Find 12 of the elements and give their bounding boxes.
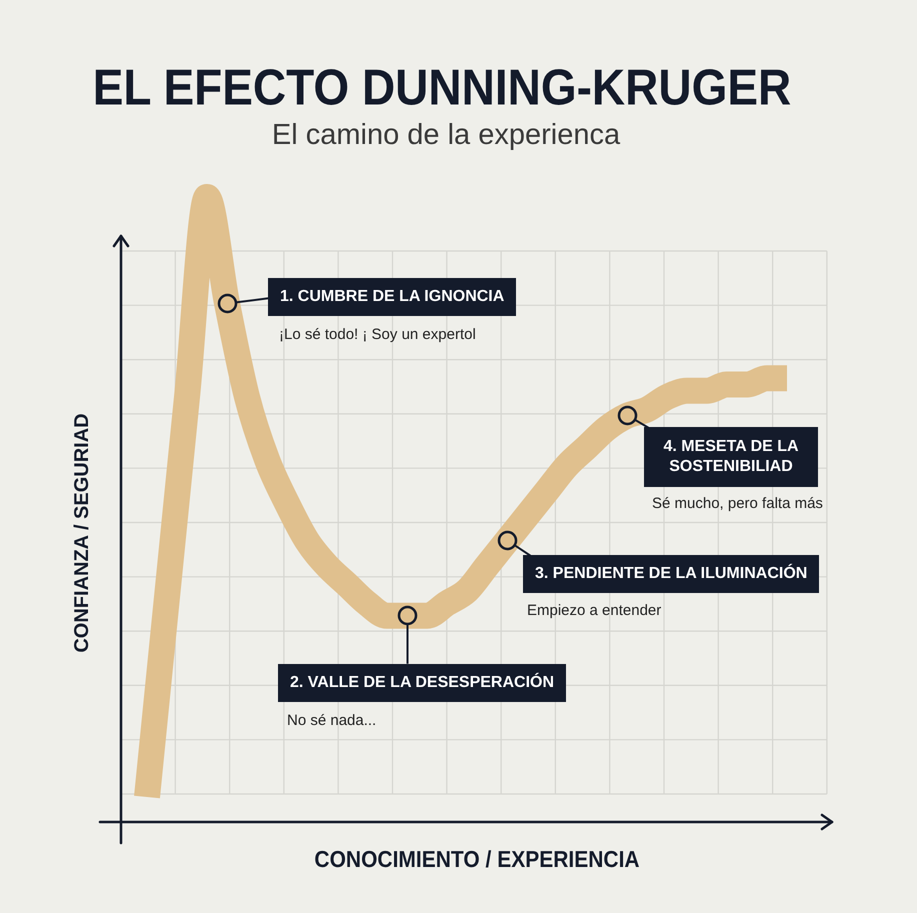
- chart-subtitle: El camino de la experienca: [272, 119, 620, 151]
- chart-title: EL EFECTO DUNNING-KRUGER: [92, 58, 792, 116]
- x-axis-title: CONOCIMIENTO / EXPERIENCIA: [314, 847, 640, 873]
- annotation: Sé mucho, pero falta más: [652, 495, 823, 512]
- annotation: ¡Lo sé todo! ¡ Soy un expertol: [279, 326, 476, 343]
- annotation: No sé nada...: [287, 712, 376, 729]
- y-axis-title: CONFIANZA / SEGURIAD: [71, 413, 93, 653]
- annotation: Empiezo a entender: [527, 602, 662, 619]
- annotation: 4. MESETA DE LA SOSTENIBILIAD: [644, 427, 818, 487]
- annotation: 1. CUMBRE DE LA IGNONCIA: [268, 278, 516, 316]
- annotation: 3. PENDIENTE DE LA ILUMINACIÓN: [523, 555, 820, 593]
- annotation: 2. VALLE DE LA DESESPERACIÓN: [278, 664, 566, 702]
